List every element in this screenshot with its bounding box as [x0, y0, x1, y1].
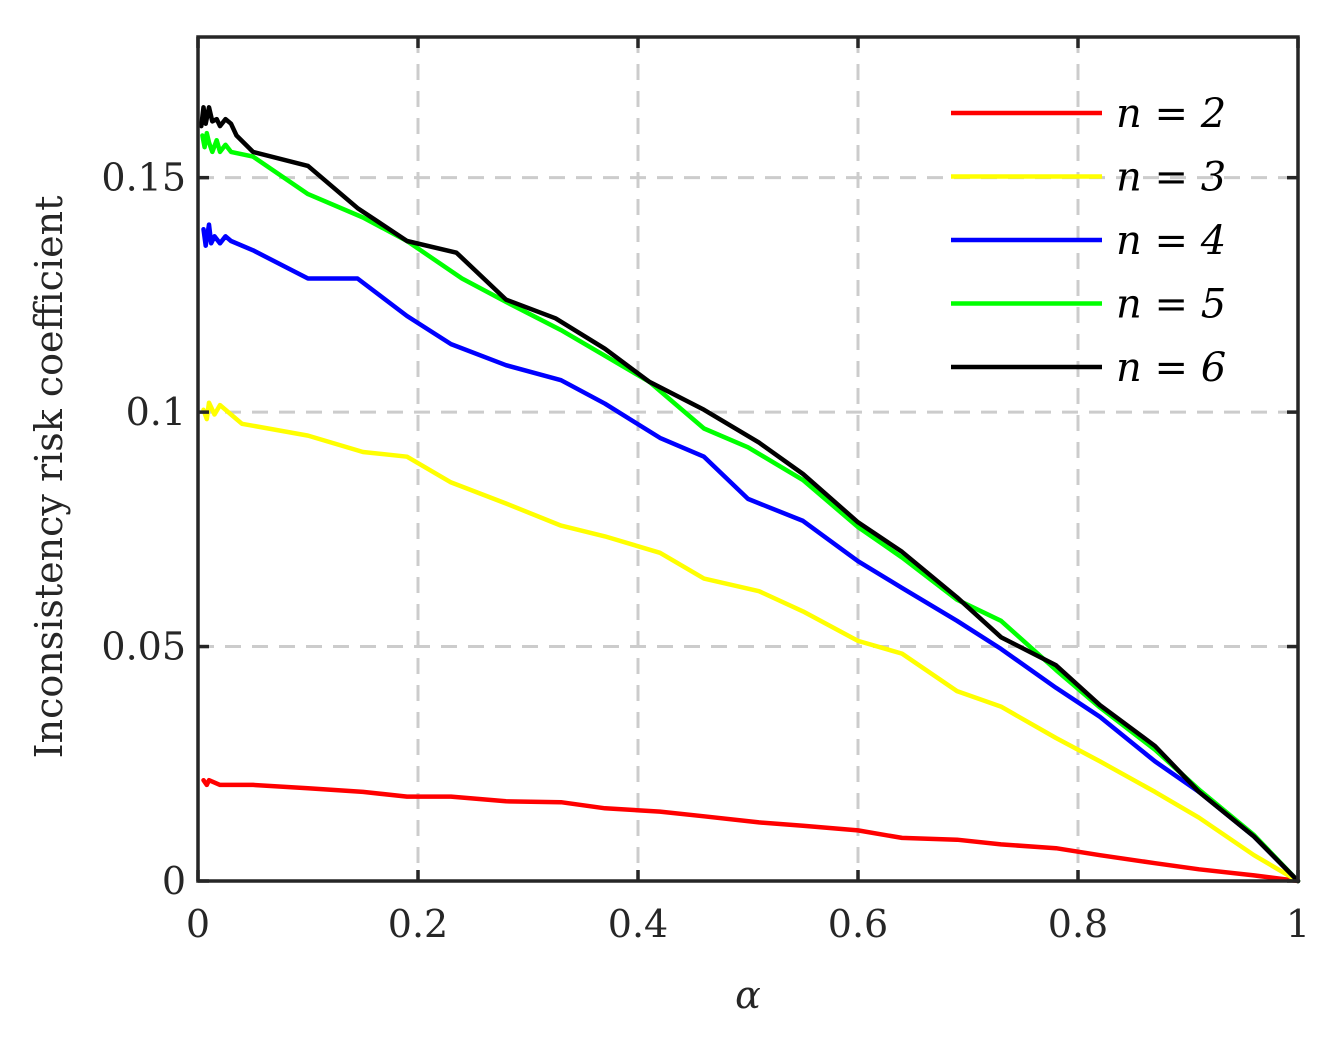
legend-label-3: n = 4: [1116, 218, 1226, 264]
x-tick-label-1: 0.2: [388, 902, 448, 946]
series-line-4: [200, 130, 1301, 884]
axes-box: [196, 35, 1300, 883]
series-line-5: [199, 105, 1301, 884]
x-tick-label-2: 0.4: [608, 902, 668, 946]
series-line-2: [201, 400, 1301, 884]
x-tick-label-3: 0.6: [828, 902, 888, 946]
legend-label-1: n = 2: [1116, 91, 1226, 137]
y-tick-label-1: 0.05: [101, 625, 186, 669]
y-tick-label-2: 0.1: [126, 390, 186, 434]
series-group: [199, 105, 1301, 884]
y-tick-label-0: 0: [162, 859, 186, 903]
y-tick-label-3: 0.15: [101, 156, 186, 200]
x-tick-label-0: 0: [186, 902, 210, 946]
legend: n = 2 n = 3 n = 4 n = 5 n = 6: [951, 91, 1226, 391]
legend-label-2: n = 3: [1116, 155, 1226, 201]
legend-label-5: n = 6: [1116, 345, 1226, 391]
y-axis-label: Inconsistency risk coefficient: [27, 196, 71, 759]
x-axis-label: α: [735, 973, 761, 1017]
x-tick-label-4: 0.8: [1048, 902, 1108, 946]
ticks-group: 0 0.2 0.4 0.6 0.8 1 0 0.05 0.1 0.15: [101, 37, 1310, 946]
x-tick-label-5: 1: [1286, 902, 1310, 946]
series-line-3: [201, 222, 1301, 884]
series-line-1: [201, 777, 1301, 884]
legend-label-4: n = 5: [1116, 282, 1226, 328]
